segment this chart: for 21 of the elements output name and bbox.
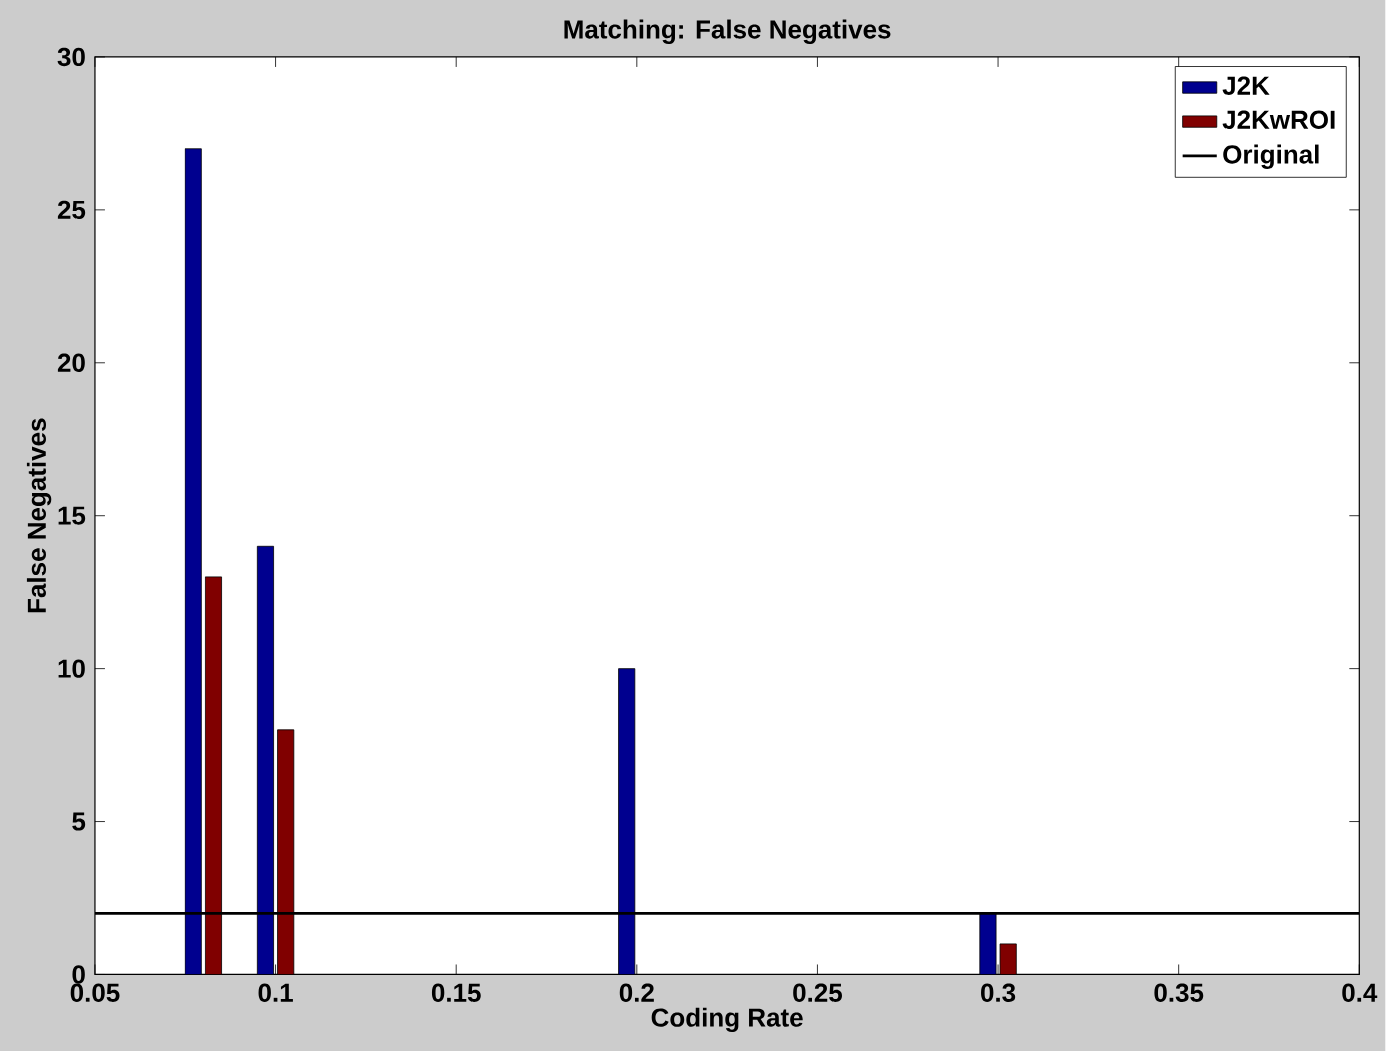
- x-tick-label: 0.2: [619, 983, 654, 1002]
- x-tick-label: 0.4: [1342, 983, 1378, 1002]
- x-tick-label: 0.1: [258, 983, 293, 1002]
- chart-title: Matching: False Negatives: [564, 19, 891, 44]
- x-tick-label: 0.15: [431, 983, 481, 1002]
- y-tick-label: 20: [57, 353, 85, 372]
- y-tick-label: 25: [57, 200, 86, 219]
- legend-label: Original: [1223, 144, 1319, 169]
- x-tick-label: 0.3: [981, 983, 1016, 1002]
- legend-label: J2K: [1222, 76, 1270, 95]
- x-tick-label: 0.05: [70, 983, 120, 1002]
- y-tick-label: 10: [58, 659, 85, 678]
- x-axis-title: Coding Rate: [651, 1007, 803, 1032]
- legend-label: J2KwROI: [1222, 110, 1335, 129]
- y-tick-label: 30: [57, 47, 85, 66]
- x-tick-label: 0.35: [1154, 983, 1204, 1002]
- y-tick-label: 15: [58, 506, 86, 525]
- y-tick-label: 5: [72, 812, 86, 831]
- y-tick-label: 0: [72, 965, 85, 984]
- x-tick-label: 0.25: [793, 983, 842, 1002]
- y-axis-title: False Negatives: [26, 418, 52, 612]
